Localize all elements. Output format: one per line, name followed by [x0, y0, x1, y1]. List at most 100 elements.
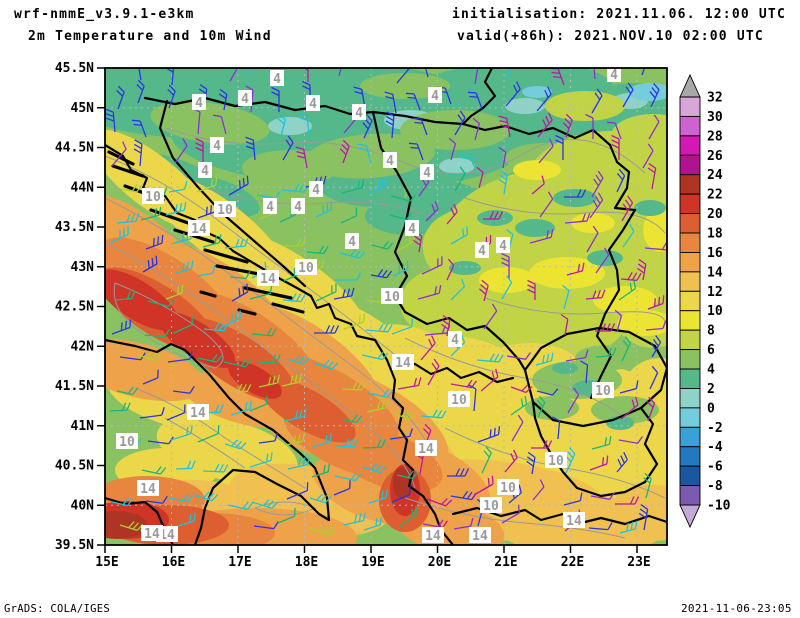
- temp-region: [360, 73, 450, 99]
- temp-region: [158, 312, 236, 368]
- wind-barb: [620, 272, 642, 282]
- contour-label: 10: [142, 188, 164, 205]
- wind-barb: [501, 275, 513, 300]
- wind-barb: [147, 436, 174, 445]
- contour-line: [164, 127, 646, 174]
- contour-label: 14: [137, 480, 159, 497]
- contour-line: [464, 197, 666, 234]
- wind-barb: [531, 175, 545, 195]
- contour-label-value: 4: [309, 97, 317, 112]
- wind-barb: [170, 425, 193, 441]
- wind-barb: [299, 112, 310, 137]
- wind-barb: [390, 194, 417, 202]
- wind-barb: [650, 335, 662, 358]
- wind-barb: [510, 395, 528, 416]
- contour-label: 14: [422, 527, 444, 544]
- wind-barb: [389, 428, 413, 440]
- plot-timestamp: 2021-11-06-23:05: [681, 602, 792, 615]
- wind-barb: [417, 285, 442, 300]
- contour-label: 14: [187, 404, 209, 421]
- wind-barb: [109, 226, 129, 244]
- wind-barb: [647, 163, 657, 190]
- wind-barb: [196, 265, 216, 277]
- wind-barb: [562, 113, 573, 138]
- wind-barb: [366, 399, 389, 413]
- wind-barb: [165, 284, 184, 300]
- wind-barb: [648, 114, 660, 140]
- wind-barb: [286, 354, 310, 365]
- colorbar-segment: [679, 290, 701, 312]
- wind-barb: [532, 479, 545, 501]
- colorbar-tick-label: -6: [707, 460, 723, 475]
- wind-barb: [193, 491, 219, 502]
- temp-region: [522, 86, 552, 98]
- colorbar-tick-label: 16: [707, 246, 723, 261]
- wind-barb: [459, 152, 476, 169]
- wind-barb: [641, 68, 649, 76]
- wind-barb: [251, 499, 279, 509]
- wind-barb: [334, 472, 362, 482]
- wind-barb: [564, 189, 587, 198]
- wind-barb: [643, 472, 652, 499]
- wind-barb: [137, 351, 162, 362]
- contour-label-value: 4: [201, 164, 209, 179]
- wind-barb: [361, 351, 389, 361]
- wind-barb: [536, 86, 552, 112]
- contour-label: 4: [345, 233, 359, 250]
- contour-label-value: 14: [418, 442, 434, 457]
- contour-line: [484, 297, 666, 324]
- grads-credit: GrADS: COLA/IGES: [4, 603, 110, 615]
- contour-label: 14: [392, 354, 414, 371]
- wind-barb: [538, 138, 554, 164]
- contour-label: 14: [141, 525, 163, 542]
- temp-region: [439, 158, 475, 174]
- contour-line: [254, 501, 317, 516]
- wind-barb: [539, 191, 554, 218]
- contour-label-value: 4: [386, 154, 394, 169]
- contour-label: 4: [263, 198, 277, 215]
- wind-barb: [510, 384, 533, 394]
- contour-label-value: 14: [566, 514, 582, 529]
- country-border: [158, 99, 307, 288]
- contour-label-value: 4: [294, 200, 302, 215]
- colorbar-arrow-down: [679, 504, 701, 529]
- contour-label-value: 10: [548, 454, 564, 469]
- wind-barb: [563, 492, 583, 506]
- colorbar-tick-label: 2: [707, 382, 715, 397]
- wind-barb: [277, 507, 296, 524]
- contour-label: 4: [607, 66, 621, 83]
- wind-barb: [470, 68, 479, 85]
- wind-barb: [420, 409, 447, 419]
- wind-barb: [453, 517, 474, 530]
- wind-barb: [454, 110, 466, 136]
- wind-barb: [227, 501, 254, 510]
- valid-time: valid(+86h): 2021.NOV.10 02:00 UTC: [457, 29, 764, 44]
- wind-barb: [397, 377, 422, 390]
- wind-barb: [311, 463, 330, 478]
- contour-label: 14: [469, 527, 491, 544]
- wind-barb: [253, 521, 279, 530]
- contour-label-value: 4: [423, 166, 431, 181]
- contour-line: [105, 242, 416, 489]
- wind-barb: [611, 134, 620, 160]
- wind-barb: [361, 463, 387, 474]
- wind-barb: [537, 395, 546, 418]
- wind-barb: [535, 352, 554, 366]
- wind-barb: [197, 425, 220, 443]
- island-outline: [243, 286, 293, 300]
- contour-label: 14: [563, 512, 585, 529]
- wind-barb: [467, 91, 483, 110]
- wind-barb: [619, 380, 639, 394]
- wind-barb: [506, 352, 531, 360]
- wind-barb: [531, 440, 553, 449]
- wind-barb: [441, 314, 451, 337]
- wind-barb: [450, 226, 469, 245]
- wind-barb: [622, 82, 634, 108]
- temp-region: [228, 361, 282, 399]
- wind-barb: [343, 313, 366, 330]
- colorbar-tick-label: 24: [707, 168, 723, 183]
- wind-barb: [140, 206, 162, 221]
- wind-barb: [408, 142, 424, 161]
- wind-barb: [618, 280, 637, 301]
- wind-barb: [195, 137, 204, 163]
